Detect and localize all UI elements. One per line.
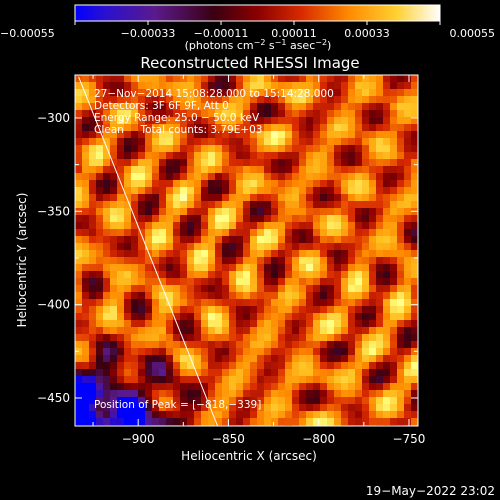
y-tick-label: −400 <box>37 298 70 312</box>
x-tick-label: −800 <box>302 432 335 446</box>
plot-frame <box>74 74 419 427</box>
x-tick-label: −850 <box>212 432 245 446</box>
x-axis-label: Heliocentric X (arcsec) <box>181 449 317 463</box>
y-axis-label: Heliocentric Y (arcsec) <box>15 193 29 328</box>
plot-annotations: 27−Nov−2014 15:08:28.000 to 15:14:28.000… <box>94 88 334 411</box>
colorbar-units: (photons cm−2 s−1 asec−2) <box>185 38 332 52</box>
colorbar: −0.00055 −0.00033 −0.00011 0.00011 0.00033 0.… <box>0 4 495 52</box>
y-tick-label: −450 <box>37 391 70 405</box>
heatmap-image <box>75 75 418 426</box>
chart-title: Reconstructed RHESSI Image <box>140 54 359 72</box>
x-tick-label: −750 <box>392 432 425 446</box>
colorbar-tick-label: 0.00055 <box>450 27 496 40</box>
annotation-time-range: 27−Nov−2014 15:08:28.000 to 15:14:28.000 <box>94 88 334 100</box>
x-tick-label: −900 <box>122 432 155 446</box>
axis-ticks: −900 −850 −800 −750 −300 −350 −400 −450 <box>37 75 425 446</box>
y-tick-label: −350 <box>37 204 70 218</box>
colorbar-gradient <box>74 4 441 22</box>
colorbar-tick-label: 0.00033 <box>344 27 390 40</box>
colorbar-ticks: −0.00055 −0.00033 −0.00011 0.00011 0.00033 0.… <box>0 21 495 40</box>
y-tick-label: −300 <box>37 111 70 125</box>
annotation-detectors: Detectors: 3F 6F 9F, Att 0 <box>94 100 229 112</box>
colorbar-tick-label: −0.00055 <box>0 27 55 40</box>
annotation-peak-position: Position of Peak = [−818,−339] <box>94 399 261 411</box>
date-stamp: 19−May−2022 23:02 <box>366 484 495 498</box>
annotation-energy-range: Energy Range: 25.0 − 50.0 keV <box>94 112 260 124</box>
colorbar-tick-label: −0.00033 <box>121 27 176 40</box>
colorbar-tick-label: 0.00011 <box>271 27 317 40</box>
solar-limb-line <box>78 76 219 427</box>
colorbar-tick-label: −0.00011 <box>194 27 249 40</box>
annotation-clean-info: Clean Total counts: 3.79E+03 <box>94 124 263 136</box>
